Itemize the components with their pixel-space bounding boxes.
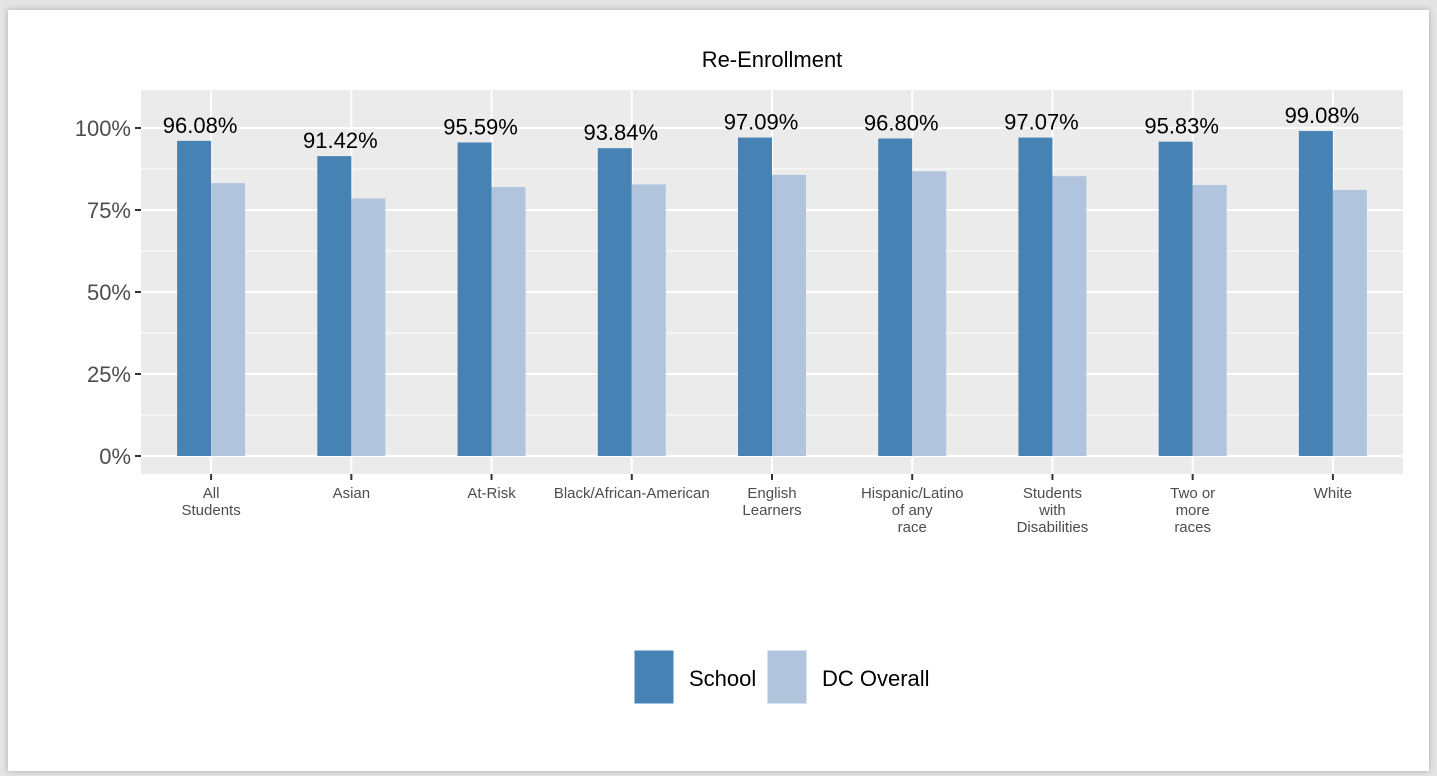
bar-value-label: 96.08% [163, 113, 238, 138]
x-tick-label-line: Learners [742, 502, 801, 519]
chart-title: Re-Enrollment [702, 47, 843, 72]
y-tick-label: 75% [87, 198, 131, 223]
bar-dc-overall [351, 198, 386, 456]
y-tick-label: 50% [87, 280, 131, 305]
bar-school [597, 148, 632, 456]
x-tick-label-line: Students [182, 502, 241, 519]
bar-school [1158, 141, 1193, 456]
x-tick-label-line: Disabilities [1017, 519, 1089, 536]
bar-school [177, 140, 212, 456]
bar-value-label: 96.80% [864, 110, 939, 135]
bar-school [738, 137, 772, 456]
legend-label: School [689, 666, 756, 691]
bars: 96.08% 91.42% 95.59% 93.84% 97.09% 96.80% 97.0… [163, 103, 1367, 457]
bar-school [457, 142, 492, 457]
y-axis: 0% 25% 50% 75% 100% [75, 116, 141, 469]
x-tick-label-line: Hispanic/Latino [861, 485, 964, 502]
y-tick-label: 100% [75, 116, 131, 141]
x-tick-label: White [1314, 485, 1352, 502]
bar-value-label: 97.07% [1004, 110, 1079, 135]
bar-value-label: 93.84% [583, 120, 658, 145]
x-tick-label: English Learners [742, 485, 801, 519]
bar-value-label: 91.42% [303, 128, 378, 153]
bar-dc-overall [1052, 176, 1087, 456]
bar-school [1298, 131, 1333, 456]
x-tick-label-line: At-Risk [467, 485, 516, 502]
x-tick-label: All Students [182, 485, 241, 519]
legend: School DC Overall [633, 649, 930, 705]
legend-swatch [766, 649, 808, 705]
bar-dc-overall [1332, 189, 1367, 456]
x-tick-label-line: races [1174, 519, 1211, 536]
x-tick-label-line: with [1038, 502, 1066, 519]
bar-value-label: 95.59% [443, 114, 518, 139]
x-tick-label: Hispanic/Latino of any race [861, 485, 964, 536]
bar-school [878, 138, 913, 456]
x-tick-label: Asian [333, 485, 371, 502]
x-tick-label-line: Two or [1170, 485, 1215, 502]
x-tick-label-line: Black/African-American [554, 485, 710, 502]
x-tick-label: Black/African-American [554, 485, 710, 502]
x-tick-label: Two or more races [1170, 485, 1215, 536]
bar-school [1018, 137, 1053, 456]
legend-label: DC Overall [822, 666, 930, 691]
y-tick-label: 0% [99, 444, 131, 469]
bar-chart: Re-Enrollment 96.08% 91.42% 95.59% 93.84% 97… [75, 47, 1403, 705]
x-tick-label-line: All [203, 485, 220, 502]
y-tick-label: 25% [87, 362, 131, 387]
bar-dc-overall [491, 187, 526, 457]
x-tick-label-line: race [898, 519, 927, 536]
bar-dc-overall [631, 184, 666, 456]
x-tick-label-line: White [1314, 485, 1352, 502]
bar-value-label: 95.83% [1144, 114, 1219, 139]
bar-dc-overall [912, 171, 947, 456]
bar-dc-overall [772, 174, 806, 457]
chart-card: Re-Enrollment 96.08% 91.42% 95.59% 93.84% 97… [8, 10, 1429, 771]
x-tick-label-line: of any [892, 502, 933, 519]
x-tick-label-line: more [1176, 502, 1210, 519]
bar-value-label: 99.08% [1285, 103, 1360, 128]
bar-dc-overall [1192, 185, 1227, 456]
x-tick-label-line: Asian [333, 485, 371, 502]
x-tick-label: At-Risk [467, 485, 516, 502]
x-tick-label: Students with Disabilities [1017, 485, 1089, 536]
bar-dc-overall [211, 183, 246, 456]
x-tick-label-line: English [747, 485, 796, 502]
bar-value-label: 97.09% [724, 110, 799, 135]
bar-school [317, 156, 352, 456]
legend-swatch [633, 649, 675, 705]
x-tick-label-line: Students [1023, 485, 1082, 502]
